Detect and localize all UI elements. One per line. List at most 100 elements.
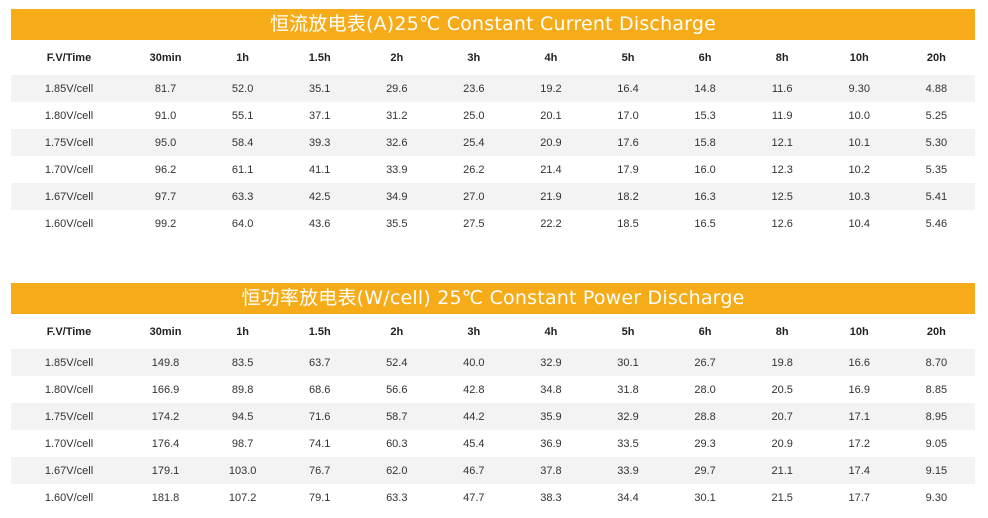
table-cell: 9.30 (820, 75, 898, 102)
table-cell: 16.6 (820, 349, 898, 376)
table-cell: 31.8 (589, 376, 667, 403)
table-cell: 96.2 (127, 156, 205, 183)
table-cell: 26.2 (435, 156, 513, 183)
table-cell: 17.9 (589, 156, 667, 183)
table-cell: 62.0 (358, 457, 436, 484)
table-cell: 17.7 (820, 484, 898, 511)
table-cell: 35.9 (512, 403, 590, 430)
table-cell: 21.4 (512, 156, 590, 183)
row-label-voltage: 1.85V/cell (11, 75, 127, 102)
table-cell: 25.0 (435, 102, 513, 129)
column-header-time: 5h (621, 325, 635, 338)
table-cell: 95.0 (127, 129, 205, 156)
table-cell: 55.1 (204, 102, 282, 129)
table-cell: 37.1 (281, 102, 359, 129)
table-cell: 8.85 (897, 376, 975, 403)
constant-power-table: F.V/Time 30min 1h 1.5h 2h 3h 4h 5h 6h 8h 10h 20h 1.… (11, 314, 975, 511)
table-cell: 74.1 (281, 430, 359, 457)
table-row: 1.85V/cell 81.7 52.0 35.1 29.6 23.6 19.2 16.4 14… (11, 75, 975, 102)
table-cell: 17.1 (820, 403, 898, 430)
table-cell: 41.1 (281, 156, 359, 183)
table-cell: 40.0 (435, 349, 513, 376)
column-header-time: 5h (621, 51, 635, 64)
table-cell: 30.1 (589, 349, 667, 376)
constant-current-section: 恒流放电表(A)25℃ Constant Current Discharge F… (11, 9, 975, 237)
table-cell: 9.15 (897, 457, 975, 484)
row-label-voltage: 1.67V/cell (11, 457, 127, 484)
table-cell: 30.1 (666, 484, 744, 511)
header-row: F.V/Time 30min 1h 1.5h 2h 3h 4h 5h 6h 8h 10h 20h (11, 40, 975, 75)
table-cell: 20.9 (743, 430, 821, 457)
table-cell: 61.1 (204, 156, 282, 183)
column-header-time: 1.5h (308, 325, 331, 338)
constant-power-section: 恒功率放电表(W/cell) 25℃ Constant Power Discha… (11, 283, 975, 511)
table-cell: 47.7 (435, 484, 513, 511)
table-cell: 12.5 (743, 183, 821, 210)
table-cell: 64.0 (204, 210, 282, 237)
table-cell: 83.5 (204, 349, 282, 376)
table-cell: 35.1 (281, 75, 359, 102)
table-row: 1.85V/cell 149.8 83.5 63.7 52.4 40.0 32.9 30.1 2… (11, 349, 975, 376)
table-cell: 16.4 (589, 75, 667, 102)
row-label-voltage: 1.85V/cell (11, 349, 127, 376)
table-cell: 12.1 (743, 129, 821, 156)
column-header-time: 8h (775, 51, 789, 64)
table-cell: 12.6 (743, 210, 821, 237)
table-cell: 179.1 (127, 457, 205, 484)
table-cell: 23.6 (435, 75, 513, 102)
table-cell: 79.1 (281, 484, 359, 511)
table-cell: 17.2 (820, 430, 898, 457)
header-row: F.V/Time 30min 1h 1.5h 2h 3h 4h 5h 6h 8h 10h 20h (11, 314, 975, 349)
table-cell: 9.30 (897, 484, 975, 511)
table-row: 1.70V/cell 176.4 98.7 74.1 60.3 45.4 36.9 33.5 2… (11, 430, 975, 457)
table-cell: 19.2 (512, 75, 590, 102)
table-cell: 46.7 (435, 457, 513, 484)
table-row: 1.75V/cell 95.0 58.4 39.3 32.6 25.4 20.9 17.6 15… (11, 129, 975, 156)
table-cell: 34.9 (358, 183, 436, 210)
table-cell: 43.6 (281, 210, 359, 237)
table-row: 1.67V/cell 179.1 103.0 76.7 62.0 46.7 37.8 33.9… (11, 457, 975, 484)
table-cell: 11.6 (743, 75, 821, 102)
table-cell: 18.2 (589, 183, 667, 210)
table-cell: 16.5 (666, 210, 744, 237)
table-cell: 28.0 (666, 376, 744, 403)
table-cell: 17.4 (820, 457, 898, 484)
table-row: 1.75V/cell 174.2 94.5 71.6 58.7 44.2 35.9 32.9 2… (11, 403, 975, 430)
table-cell: 15.8 (666, 129, 744, 156)
table-cell: 58.4 (204, 129, 282, 156)
table-cell: 34.4 (589, 484, 667, 511)
row-label-voltage: 1.80V/cell (11, 376, 127, 403)
table-cell: 5.46 (897, 210, 975, 237)
table-row: 1.80V/cell 166.9 89.8 68.6 56.6 42.8 34.8 31.8 2… (11, 376, 975, 403)
table-cell: 20.1 (512, 102, 590, 129)
table-cell: 15.3 (666, 102, 744, 129)
row-label-voltage: 1.67V/cell (11, 183, 127, 210)
table-cell: 34.8 (512, 376, 590, 403)
column-header-time: 6h (698, 51, 712, 64)
table-cell: 4.88 (897, 75, 975, 102)
table-cell: 11.9 (743, 102, 821, 129)
column-header-final-voltage: F.V/Time (46, 325, 92, 338)
table-cell: 176.4 (127, 430, 205, 457)
table-cell: 21.9 (512, 183, 590, 210)
row-label-voltage: 1.80V/cell (11, 102, 127, 129)
constant-current-title: 恒流放电表(A)25℃ Constant Current Discharge (11, 9, 975, 40)
row-label-voltage: 1.75V/cell (11, 403, 127, 430)
column-header-time: 10h (849, 51, 869, 64)
table-cell: 81.7 (127, 75, 205, 102)
table-cell: 29.7 (666, 457, 744, 484)
table-cell: 20.5 (743, 376, 821, 403)
table-cell: 32.6 (358, 129, 436, 156)
table-cell: 63.3 (204, 183, 282, 210)
column-header-time: 3h (467, 51, 481, 64)
constant-current-table: F.V/Time 30min 1h 1.5h 2h 3h 4h 5h 6h 8h 10h 20h 1.… (11, 40, 975, 237)
table-cell: 42.5 (281, 183, 359, 210)
table-cell: 32.9 (512, 349, 590, 376)
table-cell: 52.0 (204, 75, 282, 102)
table-cell: 89.8 (204, 376, 282, 403)
table-cell: 63.3 (358, 484, 436, 511)
table-cell: 10.4 (820, 210, 898, 237)
table-cell: 27.5 (435, 210, 513, 237)
table-cell: 38.3 (512, 484, 590, 511)
column-header-time: 3h (467, 325, 481, 338)
